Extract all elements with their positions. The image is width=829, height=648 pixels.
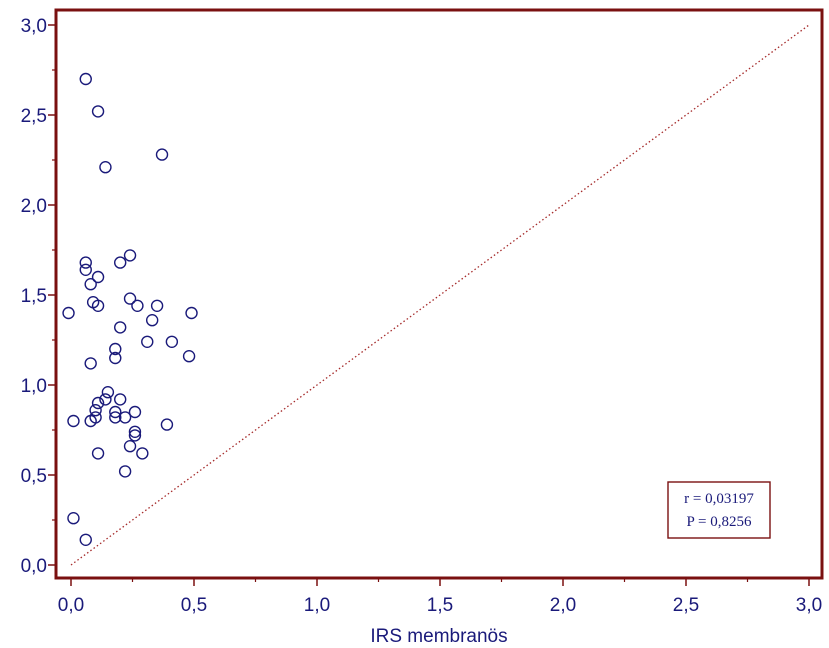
data-point (67, 512, 80, 525)
data-point (185, 306, 198, 320)
data-point (150, 299, 164, 312)
data-point (79, 256, 92, 269)
x-tick-label: 2,0 (550, 595, 576, 616)
data-point (123, 292, 137, 305)
data-point (182, 350, 196, 363)
data-point (128, 425, 142, 438)
data-point (91, 447, 105, 460)
data-point (91, 396, 105, 410)
data-point (123, 440, 137, 453)
data-point (109, 411, 122, 424)
data-point (145, 314, 159, 327)
identity-line (70, 24, 810, 566)
y-tick-label: 1,5 (21, 286, 47, 307)
y-axis-ticks: 0,0 0,5 1,0 1,5 2,0 2,5 3,0 (21, 16, 56, 577)
y-tick-label: 2,5 (21, 106, 47, 127)
x-tick-label: 0,5 (181, 595, 207, 616)
data-point (109, 351, 122, 365)
data-point (91, 299, 105, 312)
data-point (160, 418, 174, 431)
data-point (79, 72, 92, 86)
data-point (67, 414, 80, 428)
y-tick-label: 0,5 (21, 466, 47, 487)
plot-area-frame (54, 8, 824, 580)
data-point (101, 386, 115, 399)
data-point (131, 299, 144, 312)
data-point (99, 160, 112, 174)
data-point (136, 447, 149, 460)
stats-box-frame (667, 481, 771, 539)
data-point (141, 335, 154, 348)
x-tick-label: 3,0 (796, 595, 822, 616)
data-points (62, 72, 198, 546)
data-point (91, 270, 105, 284)
data-point (128, 405, 142, 419)
y-tick-label: 1,0 (21, 376, 47, 397)
data-point (89, 404, 102, 417)
data-point (113, 256, 127, 269)
data-point (123, 249, 137, 262)
x-tick-label: 1,5 (427, 595, 453, 616)
data-point (128, 429, 142, 442)
data-point (79, 533, 92, 546)
stats-p-value: P = 0,8256 (687, 514, 752, 530)
x-tick-label: 1,0 (304, 595, 330, 616)
x-tick-label: 0,0 (58, 595, 84, 616)
y-tick-label: 3,0 (21, 16, 47, 37)
data-point (79, 263, 92, 276)
data-point (165, 335, 179, 348)
data-point (91, 105, 105, 118)
data-point (109, 342, 122, 356)
data-point (62, 306, 75, 320)
data-point (84, 414, 97, 428)
y-tick-label: 0,0 (21, 556, 47, 577)
y-tick-label: 2,0 (21, 196, 47, 217)
data-point (84, 278, 97, 291)
data-point (155, 148, 169, 161)
x-axis-title: IRS membranös (370, 626, 507, 647)
data-point (113, 393, 127, 406)
stats-box: r = 0,03197 P = 0,8256 (667, 481, 771, 539)
data-point (99, 393, 112, 406)
stats-r-value: r = 0,03197 (684, 491, 754, 507)
x-tick-label: 2,5 (673, 595, 699, 616)
data-point (113, 321, 127, 334)
data-point (84, 357, 97, 370)
data-point (118, 465, 132, 478)
x-axis-ticks: 0,0 0,5 1,0 1,5 2,0 2,5 3,0 (58, 578, 822, 616)
data-point (118, 411, 132, 424)
data-point (109, 405, 122, 419)
